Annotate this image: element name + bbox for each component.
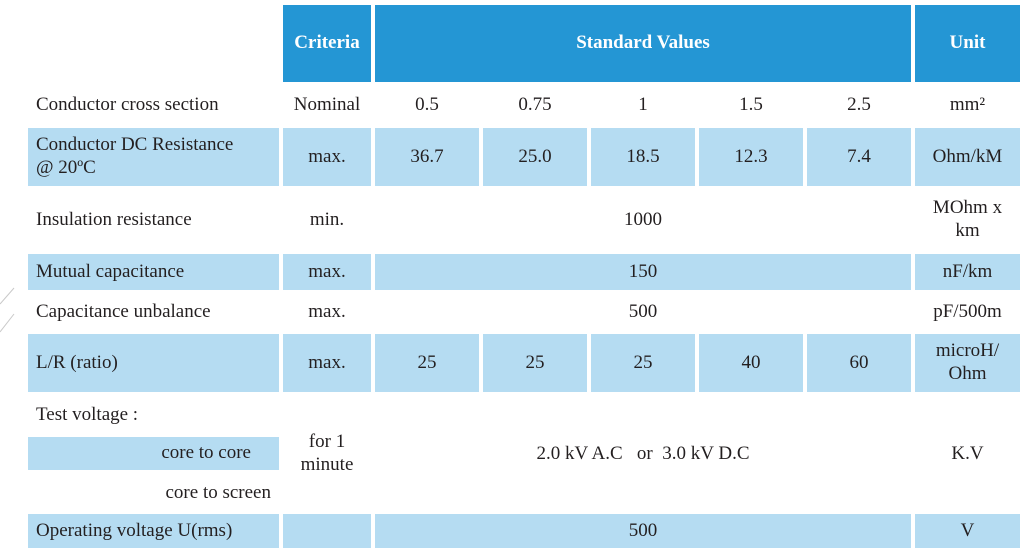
row-label-operating-voltage: Operating voltage U(rms): [28, 514, 279, 548]
criteria-insulation: min.: [309, 208, 345, 230]
criteria-capacitance-unbalance: max.: [308, 300, 346, 322]
value-cell: 25: [375, 334, 479, 392]
sub-label-core-to-core: core to core: [28, 437, 279, 470]
unit-mutual-capacitance: nF/km: [915, 254, 1020, 290]
decorative-curve: [0, 287, 15, 333]
unit-line-2: km: [955, 220, 980, 241]
value-cell: 2.5: [847, 93, 871, 115]
value-cell: 1: [638, 93, 648, 115]
value-cell: 40: [699, 334, 803, 392]
criteria-cross-section: Nominal: [293, 93, 361, 115]
row-label-lr-ratio: L/R (ratio): [28, 334, 279, 392]
row-label-cross-section: Conductor cross section: [36, 93, 219, 115]
criteria-test-voltage: for 1 minute: [283, 416, 371, 492]
value-cell: 60: [807, 334, 911, 392]
value-cell: 12.3: [699, 128, 803, 186]
unit-line-1: MOhm x: [932, 197, 1003, 219]
value-cell: 25: [591, 334, 695, 392]
row-label-test-voltage: Test voltage :: [36, 403, 139, 425]
value-cell: 25: [483, 334, 587, 392]
unit-dc-resistance: Ohm/kM: [915, 128, 1020, 186]
criteria-line-1: for 1: [308, 431, 346, 453]
criteria-line-2: minute: [300, 454, 354, 475]
value-operating-voltage: 500: [375, 514, 911, 548]
row-label-dc-resistance: Conductor DC Resistance @ 20ºC: [28, 128, 279, 186]
value-cell: 18.5: [591, 128, 695, 186]
value-cell: 0.5: [415, 93, 439, 115]
value-cell: 0.75: [518, 93, 552, 115]
unit-line-2: Ohm: [948, 363, 987, 384]
unit-lr-ratio: microH/ Ohm: [915, 334, 1020, 392]
unit-line-1: microH/: [935, 340, 1000, 362]
value-test-voltage: 2.0 kV A.C or 3.0 kV D.C: [536, 442, 750, 464]
unit-capacitance-unbalance: pF/500m: [933, 300, 1002, 322]
unit-test-voltage: K.V: [951, 442, 984, 464]
unit-operating-voltage: V: [915, 514, 1020, 548]
sub-label-core-to-screen: core to screen: [165, 481, 272, 503]
criteria-lr-ratio: max.: [283, 334, 371, 392]
row-label-insulation: Insulation resistance: [36, 208, 192, 230]
criteria-mutual-capacitance: max.: [283, 254, 371, 290]
unit-insulation: MOhm x km: [915, 190, 1020, 250]
row-label-mutual-capacitance: Mutual capacitance: [28, 254, 279, 290]
criteria-operating-voltage: [283, 514, 371, 548]
value-insulation: 1000: [624, 208, 662, 230]
value-cell: 7.4: [807, 128, 911, 186]
row-label-capacitance-unbalance: Capacitance unbalance: [36, 300, 211, 322]
value-cell: 1.5: [739, 93, 763, 115]
row-label-line-2: @ 20ºC: [36, 157, 96, 178]
unit-cross-section: mm²: [949, 93, 986, 115]
criteria-dc-resistance: max.: [283, 128, 371, 186]
row-label-line-1: Conductor DC Resistance: [36, 134, 234, 156]
value-cell: 36.7: [375, 128, 479, 186]
value-cell: 25.0: [483, 128, 587, 186]
standard-values-header: Standard Values: [375, 5, 911, 82]
unit-header: Unit: [915, 5, 1020, 82]
value-mutual-capacitance: 150: [375, 254, 911, 290]
criteria-header: Criteria: [283, 5, 371, 82]
value-capacitance-unbalance: 500: [628, 300, 658, 322]
